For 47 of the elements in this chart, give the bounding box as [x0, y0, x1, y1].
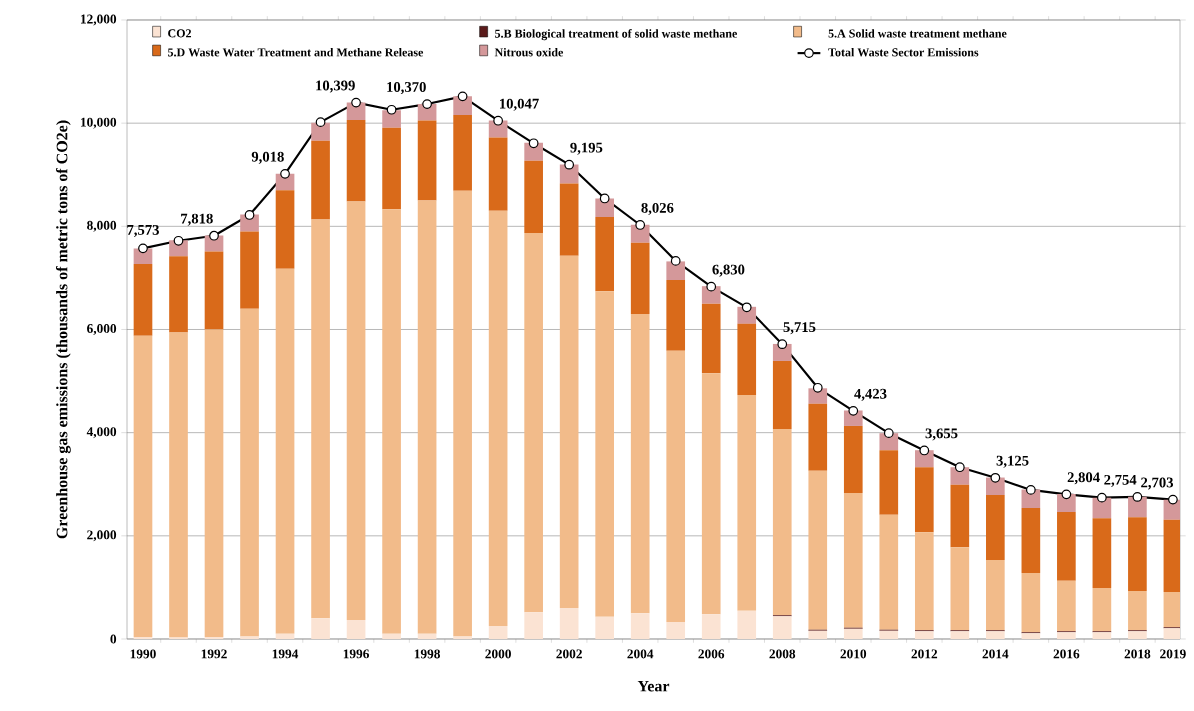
data-label: 3,125 — [996, 455, 1029, 468]
data-label: 8,026 — [641, 202, 674, 215]
legend-label: Total Waste Sector Emissions — [828, 47, 979, 57]
data-label: 9,195 — [570, 142, 603, 155]
data-label: 3,655 — [925, 428, 958, 441]
data-label: 10,370 — [387, 82, 426, 95]
data-label: 2,754 — [1104, 474, 1137, 487]
y-tick-label: 0 — [110, 634, 117, 644]
x-tick-label: 2004 — [627, 649, 654, 659]
x-tick-label: 1996 — [343, 649, 370, 659]
data-label: 7,573 — [127, 225, 159, 237]
data-label: 2,804 — [1067, 472, 1100, 485]
data-label: 9,018 — [251, 151, 284, 164]
data-label: 5,715 — [783, 322, 816, 335]
x-tick-label: 2014 — [982, 649, 1009, 659]
y-tick-label: 12,000 — [81, 14, 117, 26]
y-tick-label: 4,000 — [86, 427, 117, 439]
data-label: 6,830 — [712, 264, 745, 277]
data-label: 10,047 — [500, 98, 539, 111]
x-tick-label: 2018 — [1124, 649, 1151, 659]
x-tick-label: 1994 — [272, 649, 299, 659]
x-tick-label: 1990 — [130, 649, 156, 659]
y-tick-label: 10,000 — [81, 117, 117, 129]
data-label: 2,703 — [1141, 477, 1174, 490]
x-tick-label: 2019 — [1160, 649, 1186, 659]
x-tick-label: 1992 — [201, 649, 227, 659]
legend-label: CO2 — [168, 29, 192, 38]
x-axis-title: Year — [637, 680, 670, 692]
x-tick-label: 2000 — [485, 649, 511, 659]
data-label: 10,399 — [316, 80, 355, 93]
y-tick-label: 6,000 — [87, 324, 117, 335]
data-label: 4,423 — [854, 388, 887, 401]
legend-label: Nitrous oxide — [494, 47, 564, 57]
data-label: 7,818 — [181, 213, 213, 226]
x-tick-label: 2012 — [911, 649, 938, 659]
legend-label: 5.A Solid waste treatment methane — [828, 29, 1007, 38]
y-axis-title: Greenhouse gas emissions (thousands of metric tons of CO2e) — [55, 120, 71, 539]
y-tick-label: 2,000 — [87, 530, 117, 542]
x-tick-label: 2006 — [698, 649, 725, 659]
legend-label: 5.D Waste Water Treatment and Methane Release — [168, 47, 424, 57]
x-tick-label: 1998 — [414, 649, 440, 659]
x-tick-label: 2008 — [769, 649, 796, 659]
x-tick-label: 2016 — [1053, 649, 1080, 659]
legend-label: 5.B Biological treatment of solid waste methane — [495, 29, 738, 41]
x-tick-label: 2002 — [556, 649, 582, 659]
x-tick-label: 2010 — [840, 649, 867, 659]
y-tick-label: 8,000 — [87, 220, 117, 232]
